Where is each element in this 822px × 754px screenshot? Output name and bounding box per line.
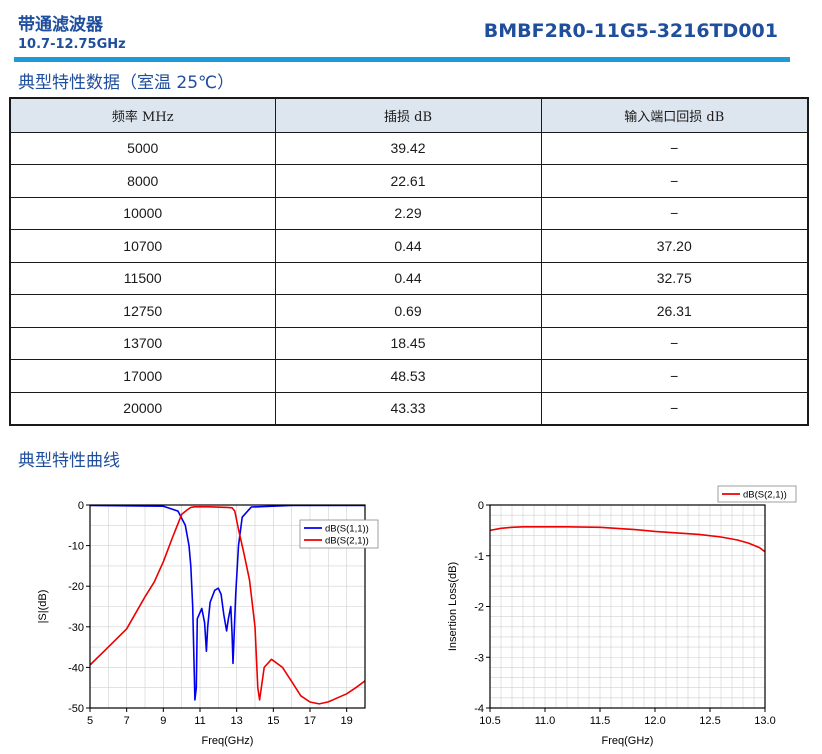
y-tick-label: -10 [68, 541, 84, 553]
cell-return-loss: − [540, 391, 809, 425]
cell-return-loss: − [540, 196, 809, 230]
cell-insertion-loss: 48.53 [274, 359, 542, 393]
y-tick-label: -3 [474, 652, 484, 664]
y-axis-label: |S|(dB) [37, 590, 49, 624]
legend-label: dB(S(2,1)) [325, 536, 369, 547]
x-tick-label: 12.5 [699, 715, 720, 727]
table-row: 10000 2.29− [9, 196, 809, 230]
cell-frequency: 11500 [9, 261, 276, 295]
cell-insertion-loss: 0.69 [274, 294, 542, 328]
x-tick-label: 11.0 [535, 715, 556, 727]
cell-insertion-loss: 18.45 [274, 326, 542, 360]
cell-frequency: 8000 [9, 164, 276, 198]
x-axis-label: Freq(GHz) [602, 735, 654, 747]
legend-box [299, 519, 379, 549]
cell-insertion-loss: 39.42 [274, 131, 542, 165]
curve-section-title: 典型特性曲线 [18, 451, 120, 471]
header-return-loss: 输入端口回损 dB [540, 97, 809, 133]
x-tick-label: 15 [267, 715, 279, 727]
cell-frequency: 12750 [9, 294, 276, 328]
header-frequency: 频率 MHz [9, 97, 276, 133]
cell-frequency: 13700 [9, 326, 276, 360]
series-line-dbs21 [489, 526, 766, 553]
x-tick-label: 13 [231, 715, 243, 727]
table-row: 17000 48.53− [9, 359, 809, 393]
y-tick-label: -1 [474, 551, 484, 563]
x-tick-label: 9 [160, 715, 166, 727]
x-tick-label: 5 [87, 715, 93, 727]
cell-return-loss: 37.20 [540, 229, 809, 263]
y-tick-label: -2 [474, 602, 484, 614]
legend-label: dB(S(2,1)) [743, 490, 787, 501]
model-number: BMBF2R0-11G5-3216TD001 [483, 20, 778, 42]
header-insertion-loss: 插损 dB [274, 97, 542, 133]
cell-return-loss: − [540, 326, 809, 360]
y-tick-label: -20 [68, 581, 84, 593]
x-tick-label: 19 [341, 715, 353, 727]
series-line-dbs21 [89, 506, 366, 705]
cell-frequency: 20000 [9, 391, 276, 425]
legend-label: dB(S(1,1)) [325, 524, 369, 535]
cell-frequency: 10000 [9, 196, 276, 230]
header-divider [14, 57, 790, 62]
cell-insertion-loss: 2.29 [274, 196, 542, 230]
cell-frequency: 10700 [9, 229, 276, 263]
table-row: 8000 22.61− [9, 164, 809, 198]
table-row: 20000 43.33− [9, 391, 809, 425]
cell-insertion-loss: 43.33 [274, 391, 542, 425]
x-tick-label: 13.0 [754, 715, 775, 727]
table-row: 13700 18.45− [9, 326, 809, 360]
frequency-range: 10.7-12.75GHz [18, 37, 126, 52]
legend-box [717, 485, 797, 503]
x-tick-label: 12.0 [644, 715, 665, 727]
cell-return-loss: − [540, 164, 809, 198]
table-row: 5000 39.42− [9, 131, 809, 165]
table-row: 11500 0.44 32.75 [9, 261, 809, 295]
table-row: 10700 0.44 37.20 [9, 229, 809, 263]
x-tick-label: 11.5 [590, 715, 611, 727]
y-tick-label: 0 [78, 500, 84, 512]
insertion-loss-chart: 10.5 11.0 11.5 12.0 12.5 13.0 0 -1 -2 -3 -4 Freq(GH… [447, 485, 797, 747]
y-tick-label: -30 [68, 622, 84, 634]
plot-frame [489, 504, 766, 709]
cell-insertion-loss: 0.44 [274, 261, 542, 295]
product-type-title: 带通滤波器 [18, 15, 103, 35]
cell-return-loss: − [540, 131, 809, 165]
x-tick-label: 17 [304, 715, 316, 727]
x-tick-label: 11 [194, 715, 205, 727]
y-tick-label: 0 [478, 500, 484, 512]
x-axis-label: Freq(GHz) [202, 735, 254, 747]
y-tick-label: -50 [68, 703, 84, 715]
x-tick-label: 10.5 [479, 715, 500, 727]
y-tick-label: -40 [68, 662, 84, 674]
y-tick-label: -4 [474, 703, 484, 715]
cell-return-loss: 32.75 [540, 261, 809, 295]
cell-frequency: 5000 [9, 131, 276, 165]
plot-frame [89, 504, 366, 709]
data-section-title: 典型特性数据（室温 25℃） [18, 73, 235, 93]
series-line-dbs11 [89, 504, 365, 701]
x-tick-label: 7 [124, 715, 130, 727]
cell-return-loss: 26.31 [540, 294, 809, 328]
cell-frequency: 17000 [9, 359, 276, 393]
y-axis-label: Insertion Loss(dB) [447, 562, 459, 651]
s-parameter-chart: 5 7 9 11 13 15 17 19 0 -10 -20 -30 -40 -50 Freq(GHz) |S… [37, 500, 379, 747]
cell-return-loss: − [540, 359, 809, 393]
cell-insertion-loss: 0.44 [274, 229, 542, 263]
table-header-row: 频率 MHz 插损 dB 输入端口回损 dB [9, 97, 809, 133]
table-row: 12750 0.69 26.31 [9, 294, 809, 328]
cell-insertion-loss: 22.61 [274, 164, 542, 198]
spec-table: 频率 MHz 插损 dB 输入端口回损 dB 5000 39.42− 8000 22… [9, 97, 809, 426]
